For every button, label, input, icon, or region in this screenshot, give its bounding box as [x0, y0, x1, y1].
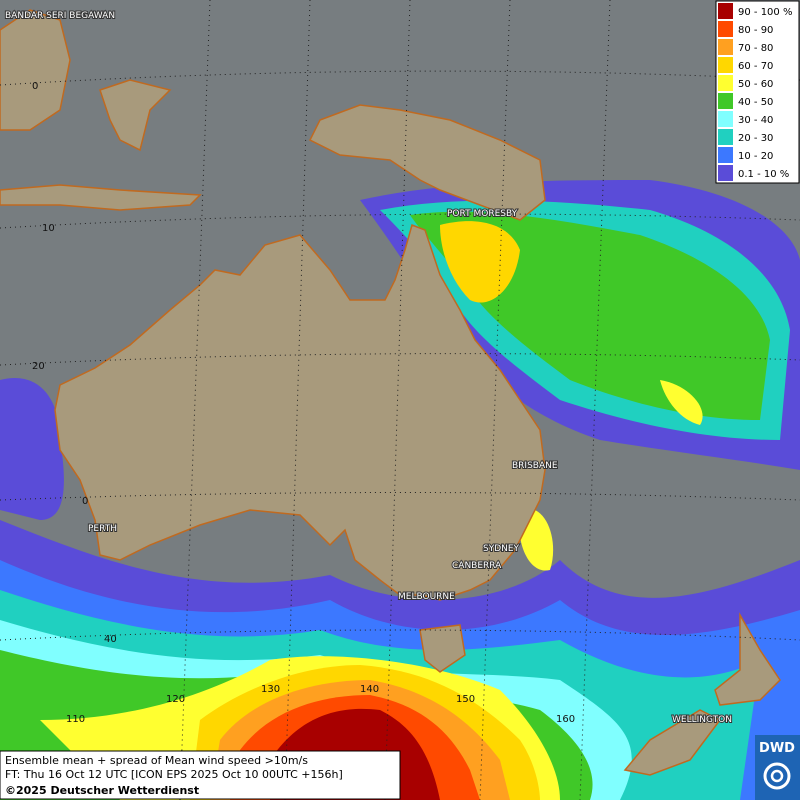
city-label: WELLINGTON: [672, 715, 732, 725]
graticule-line: [284, 0, 311, 800]
legend-swatch: [718, 93, 733, 109]
longitude-label: 150: [456, 694, 475, 705]
latitude-label: 20: [32, 361, 45, 372]
borneo: [0, 9, 71, 131]
australia: [54, 224, 546, 601]
legend-swatch: [718, 3, 733, 19]
city-label: PORT MORESBY: [447, 209, 518, 219]
legend: 90 - 100 % 80 - 90 70 - 80 60 - 70 50 - 60 40…: [715, 0, 800, 184]
legend-swatch: [718, 165, 733, 181]
copyright: ©2025 Deutscher Wetterdienst: [5, 784, 199, 797]
city-label: BANDAR SERI BEGAWAN: [5, 11, 115, 21]
legend-label: 40 - 50: [738, 97, 773, 108]
logo-text: DWD: [759, 741, 795, 756]
new-zealand-south: [623, 709, 722, 776]
legend-label: 90 - 100 %: [738, 7, 792, 18]
graticule-line: [0, 70, 800, 86]
legend-swatch: [718, 21, 733, 37]
legend-items: 90 - 100 % 80 - 90 70 - 80 60 - 70 50 - 60 40…: [718, 3, 792, 181]
latitude-label: 10: [42, 223, 55, 234]
legend-swatch: [718, 57, 733, 73]
graticule-line: [0, 492, 800, 501]
legend-label: 30 - 40: [738, 115, 773, 126]
new-zealand-north: [714, 612, 781, 706]
lesser-sunda: [0, 184, 202, 211]
latitude-label: 40: [104, 634, 117, 645]
legend-label: 80 - 90: [738, 25, 773, 36]
legend-label: 20 - 30: [738, 133, 773, 144]
legend-label: 0.1 - 10 %: [738, 169, 789, 180]
logo-icon: [763, 762, 791, 790]
city-label: PERTH: [88, 524, 117, 534]
logo-icon: [770, 769, 784, 783]
legend-swatch: [718, 75, 733, 91]
legend-swatch: [718, 111, 733, 127]
graticule-line: [0, 213, 800, 229]
city-label: MELBOURNE: [398, 592, 455, 602]
footer: Ensemble mean + spread of Mean wind spee…: [0, 750, 401, 800]
precip-area: [0, 378, 64, 520]
labels: BANDAR SERI BEGAWAN PORT MORESBY BRISBANE P…: [4, 10, 733, 726]
legend-swatch: [718, 129, 733, 145]
logo: DWD: [755, 735, 800, 800]
graticule-line: [0, 629, 800, 641]
legend-label: 10 - 20: [738, 151, 773, 162]
graticule-line: [479, 0, 511, 800]
latitude-label: 0: [82, 496, 88, 507]
graticule-line: [0, 353, 800, 366]
longitude-label: 130: [261, 684, 280, 695]
tasmania: [419, 624, 466, 673]
longitude-label: 120: [166, 694, 185, 705]
longitude-label: 160: [556, 714, 575, 725]
land: [0, 9, 781, 776]
graticule-line: [384, 0, 411, 800]
longitude-label: 110: [66, 714, 85, 725]
city-label: CANBERRA: [452, 561, 502, 571]
graticule-line: [579, 0, 611, 800]
legend-label: 70 - 80: [738, 43, 773, 54]
city-label: SYDNEY: [483, 544, 520, 554]
legend-swatch: [718, 39, 733, 55]
graticule-line: [179, 0, 211, 800]
footer-box: [0, 750, 401, 800]
new-guinea: [308, 104, 546, 221]
latitude-label: 0: [32, 81, 38, 92]
legend-swatch: [718, 147, 733, 163]
legend-label: 60 - 70: [738, 61, 773, 72]
sulawesi: [99, 79, 172, 152]
footer-line: FT: Thu 16 Oct 12 UTC [ICON EPS 2025 Oct…: [5, 768, 343, 781]
legend-label: 50 - 60: [738, 79, 773, 90]
footer-line: Ensemble mean + spread of Mean wind spee…: [5, 754, 308, 767]
precip-area: [440, 221, 520, 303]
city-label: BRISBANE: [512, 461, 558, 471]
longitude-label: 140: [360, 684, 379, 695]
precip-area: [660, 380, 703, 425]
